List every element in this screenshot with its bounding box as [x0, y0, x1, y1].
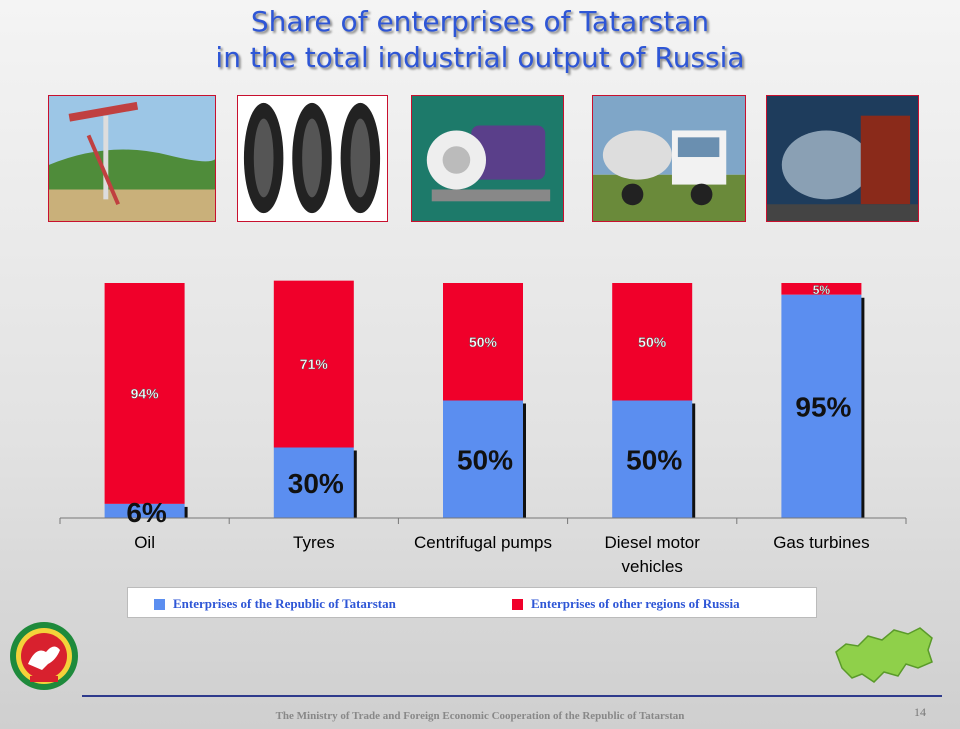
legend-item-tatarstan: Enterprises of the Republic of Tatarstan — [154, 596, 396, 612]
legend-swatch-other — [512, 598, 523, 610]
data-label-tatarstan-1: 30% — [288, 468, 344, 499]
category-label-0: Oil — [134, 533, 155, 552]
oil-pump-photo — [48, 95, 216, 222]
bar-other-1 — [273, 280, 354, 448]
truck-photo — [592, 95, 746, 222]
category-label-2: Centrifugal pumps — [414, 533, 552, 552]
bar-tatarstan-2 — [443, 400, 523, 518]
legend-label-other: Enterprises of other regions of Russia — [531, 596, 740, 611]
legend-item-other: Enterprises of other regions of Russia — [512, 596, 740, 612]
data-label-other-2: 50% — [469, 334, 498, 350]
data-label-other-3: 50% — [638, 334, 667, 350]
category-label-4: Gas turbines — [773, 533, 869, 552]
footer-text: The Ministry of Trade and Foreign Econom… — [275, 710, 685, 722]
bar-other-0 — [104, 283, 185, 504]
category-label-3-line-1: vehicles — [621, 557, 682, 576]
title-line-1: Share of enterprises of Tatarstan — [250, 5, 710, 38]
tatarstan-emblem-icon — [10, 622, 78, 690]
pump-photo — [411, 95, 564, 222]
data-label-other-4: 5% — [813, 283, 831, 297]
tatarstan-map-icon — [835, 627, 933, 683]
data-label-other-1: 71% — [300, 356, 329, 372]
bar-other-3 — [612, 283, 693, 401]
title-line-2: in the total industrial output of Russia — [215, 41, 745, 74]
bar-tatarstan-0 — [104, 503, 185, 518]
legend-label-tatarstan: Enterprises of the Republic of Tatarstan — [173, 596, 396, 611]
data-label-tatarstan-3: 50% — [626, 444, 682, 475]
data-label-other-0: 94% — [131, 385, 160, 401]
category-label-3-line-0: Diesel motor — [604, 533, 700, 552]
legend-swatch-tatarstan — [154, 598, 165, 610]
bar-tatarstan-4 — [781, 294, 862, 518]
page-title: Share of enterprises of Tatarstan in the… — [0, 4, 960, 76]
bar-other-4 — [781, 283, 862, 295]
category-label-1: Tyres — [293, 533, 335, 552]
tyres-photo — [237, 95, 388, 222]
data-label-tatarstan-0: 6% — [126, 497, 167, 528]
data-label-tatarstan-2: 50% — [457, 444, 513, 475]
footer-divider — [82, 695, 942, 697]
data-label-tatarstan-4: 95% — [795, 391, 851, 422]
page-number: 14 — [914, 705, 926, 719]
legend: Enterprises of the Republic of Tatarstan… — [127, 587, 817, 618]
bar-tatarstan-1 — [273, 447, 354, 518]
bar-other-2 — [443, 283, 523, 401]
bar-tatarstan-3 — [612, 400, 693, 518]
turbine-photo — [766, 95, 919, 222]
